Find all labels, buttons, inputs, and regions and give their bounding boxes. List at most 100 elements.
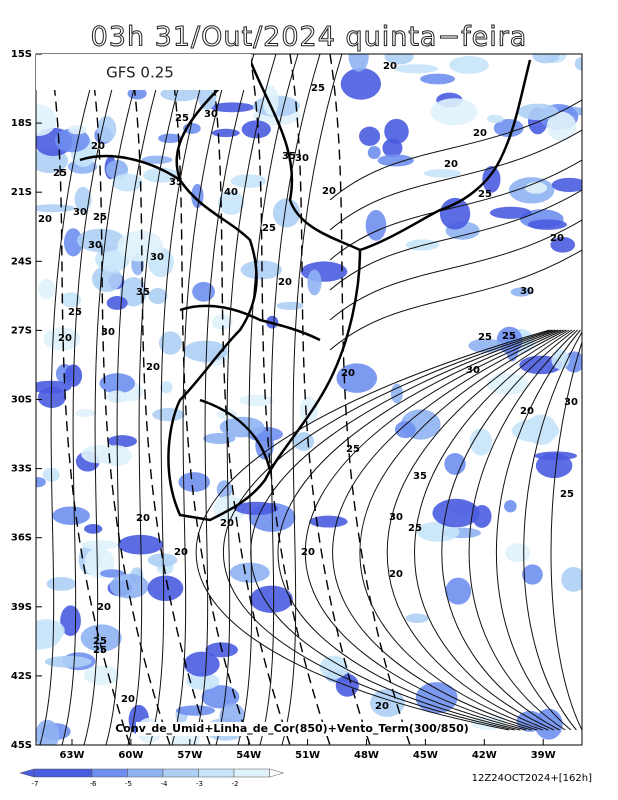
shade-blob <box>504 500 517 513</box>
shade-blob <box>377 154 414 167</box>
shade-blob <box>522 564 543 585</box>
dashed-contour <box>89 54 171 745</box>
colorbar-tick-label: -3 <box>196 780 203 788</box>
streamline <box>237 54 299 745</box>
shade-blob <box>517 103 559 121</box>
colorbar-swatch <box>33 768 93 778</box>
contour-label: 20 <box>220 518 234 529</box>
shade-blob <box>192 281 215 302</box>
shade-blob <box>54 128 90 153</box>
dashed-contour <box>169 54 251 745</box>
shade-blob <box>68 125 87 135</box>
contour-label: 25 <box>93 212 107 223</box>
streamline <box>386 329 570 731</box>
shade-blob <box>52 506 90 525</box>
shade-blob <box>211 128 240 138</box>
shade-blob <box>309 515 348 528</box>
streamline <box>441 329 576 731</box>
contour-label: 25 <box>175 113 189 124</box>
dashed-contour <box>49 54 131 745</box>
streamline <box>329 129 582 231</box>
contour-label: 20 <box>278 277 292 288</box>
shade-blob <box>469 428 493 456</box>
streamline <box>550 340 582 731</box>
lon-label: 39W <box>531 750 556 761</box>
streamline <box>329 189 582 291</box>
shade-blob <box>158 133 182 144</box>
shade-blob <box>340 67 382 100</box>
lat-label: 30S <box>11 395 32 406</box>
lat-label: 21S <box>11 187 32 198</box>
shade-blob <box>416 521 460 542</box>
streamline <box>61 54 123 745</box>
lat-label: 39S <box>11 602 32 613</box>
shade-blob <box>336 363 378 393</box>
contour-label: 20 <box>121 694 135 705</box>
contour-label: 20 <box>97 602 111 613</box>
streamline <box>149 54 211 745</box>
shade-blob <box>44 655 92 668</box>
shade-blob <box>119 277 147 307</box>
contour-label: 20 <box>341 368 355 379</box>
streamline <box>359 329 567 731</box>
contour-label: 40 <box>224 187 238 198</box>
map-title: 03h 31/Out/2024 quinta−feira <box>91 22 528 53</box>
shade-blob <box>365 210 387 241</box>
colorbar: -7 -6 -5 -4 -3 -2 <box>19 768 285 788</box>
lon-label: 57W <box>177 750 202 761</box>
shade-blob <box>107 435 138 448</box>
shade-blob <box>307 269 322 296</box>
streamline <box>468 329 578 731</box>
shade-blob <box>493 118 524 138</box>
colorbar-swatch <box>198 768 235 778</box>
colorbar-tick-label: -4 <box>161 780 169 788</box>
contour-label: 20 <box>444 159 458 170</box>
lat-label: 42S <box>11 671 32 682</box>
shade-blob <box>141 155 173 164</box>
shade-blob <box>486 114 504 124</box>
shade-blob <box>81 540 119 550</box>
streamline <box>329 249 582 351</box>
shade-blob <box>394 421 416 439</box>
contour-label: 25 <box>311 83 325 94</box>
shade-blob <box>203 433 236 444</box>
colorbar-tip <box>269 768 285 778</box>
shade-blob <box>405 613 429 624</box>
lat-label: 36S <box>11 533 32 544</box>
shade-blob <box>534 451 578 461</box>
shade-blob <box>249 585 293 613</box>
shade-blob <box>175 705 216 716</box>
shade-blob <box>527 219 567 230</box>
contour-label: 25 <box>68 307 82 318</box>
contour-label: 30 <box>204 109 218 120</box>
shade-blob <box>420 73 456 85</box>
shade-blob <box>510 287 532 297</box>
contour-label: 25 <box>53 168 67 179</box>
lon-label: 51W <box>295 750 320 761</box>
lon-label: 63W <box>60 750 85 761</box>
colorbar-tick-label: -6 <box>90 780 98 788</box>
contour-label: 25 <box>478 332 492 343</box>
shade-blob <box>36 619 65 643</box>
shade-blob <box>219 416 265 438</box>
dashed-contour <box>249 54 331 745</box>
contour-label: 20 <box>136 513 150 524</box>
streamline <box>414 329 573 731</box>
contour-label: 30 <box>101 327 115 338</box>
thermal-wind-contours <box>49 54 411 745</box>
shade-blob <box>486 373 529 396</box>
shade-blob <box>106 296 128 310</box>
shade-blob <box>524 182 548 194</box>
contour-label: 35 <box>413 471 427 482</box>
contour-label: 35 <box>282 151 296 162</box>
shade-blob <box>359 126 381 147</box>
dashed-contour <box>329 54 411 745</box>
contour-label: 25 <box>93 645 107 656</box>
shade-blob <box>152 408 185 422</box>
streamline <box>281 54 343 745</box>
streamline <box>329 219 582 321</box>
shade-blob <box>370 688 405 717</box>
shade-blob <box>74 186 92 213</box>
streamline <box>193 54 255 745</box>
